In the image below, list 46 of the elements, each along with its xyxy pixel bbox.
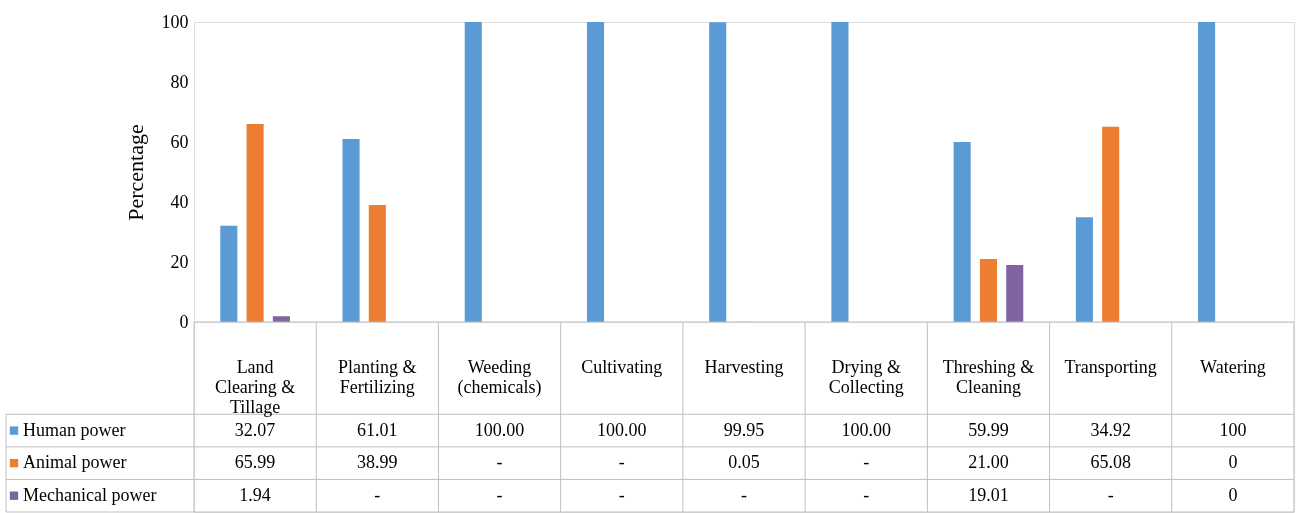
y-tick-label: 20 [170, 251, 189, 272]
data-label: 38.99 [357, 452, 398, 473]
y-tick-label: 0 [179, 311, 189, 332]
text: - [1107, 484, 1114, 505]
data-label: 21.00 [968, 452, 1009, 473]
data-label: 100.00 [597, 419, 647, 440]
x-tick-label: Cultivating [581, 357, 663, 378]
data-label: 0 [1228, 484, 1238, 505]
data-label: 61.01 [357, 419, 398, 440]
x-tick-label: Planting & Fertilizing [338, 357, 417, 398]
legend-label: Human power [23, 419, 126, 440]
data-label: 59.99 [968, 419, 1009, 440]
data-label: 0 [1228, 452, 1238, 473]
x-tick-label: Drying & Collecting [828, 357, 904, 398]
text: - [618, 484, 625, 505]
text: - [863, 452, 870, 473]
x-tick-label: Weeding (chemicals) [457, 357, 542, 399]
y-tick-label: 100 [161, 11, 189, 32]
text: - [863, 484, 870, 505]
x-tick-label: Land Clearing & Tillage [214, 357, 296, 418]
text: - [496, 452, 503, 473]
legend-label: Mechanical power [23, 484, 157, 505]
text: - [374, 484, 381, 505]
x-tick-label: Transporting [1064, 357, 1157, 378]
y-tick-label: 60 [170, 131, 189, 152]
y-tick-label: 40 [170, 191, 189, 212]
data-label: 32.07 [234, 419, 276, 440]
data-label: 100.00 [474, 419, 525, 440]
text: - [618, 452, 625, 473]
x-tick-label: Watering [1200, 357, 1266, 378]
data-label: 65.99 [234, 452, 276, 473]
x-tick-label: Harvesting [704, 357, 784, 378]
data-label: 0.05 [728, 452, 760, 473]
data-label: 19.01 [968, 484, 1009, 505]
data-label: 34.92 [1090, 419, 1131, 440]
x-tick-label: Threshing & Cleaning [942, 357, 1035, 398]
y-tick-label: 80 [170, 71, 189, 92]
data-label: 100 [1219, 419, 1247, 440]
y-axis-title: Percentage [122, 124, 148, 221]
legend-label: Animal power [23, 452, 127, 473]
text: - [741, 484, 747, 505]
text: - [496, 484, 503, 505]
data-label: 100.00 [841, 419, 891, 440]
data-label: 65.08 [1090, 452, 1131, 473]
data-label: 99.95 [723, 419, 765, 440]
data-label: 1.94 [239, 484, 271, 505]
